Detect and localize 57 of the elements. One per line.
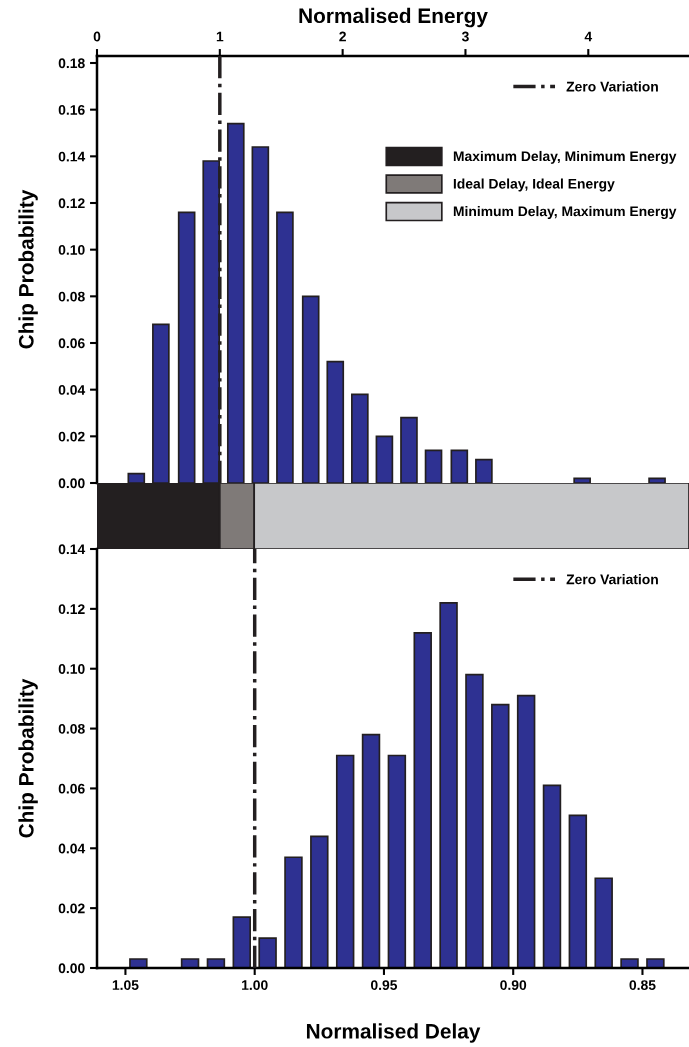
legend-label: Minimum Delay, Maximum Energy [453, 206, 677, 220]
bar [335, 754, 355, 968]
y-tick-label: 0.00 [58, 963, 85, 974]
legend-label: Ideal Delay, Ideal Energy [453, 178, 615, 192]
bar [516, 694, 536, 968]
x-tick-label: 0 [93, 31, 101, 42]
y-tick-label: 0.08 [58, 723, 85, 734]
x-tick-label: 1 [216, 31, 224, 42]
bar [439, 602, 458, 968]
y-axis-title: Chip Probability [18, 678, 38, 838]
bar [361, 733, 381, 968]
y-tick-label: 0.06 [58, 783, 85, 794]
x-tick-label: 0.90 [500, 980, 527, 991]
bar [206, 958, 226, 968]
bar [594, 877, 613, 968]
ref-line-label: Zero Variation [566, 81, 658, 92]
y-tick-label: 0.06 [58, 338, 85, 349]
bar [646, 958, 665, 968]
y-tick-label: 0.00 [58, 478, 85, 489]
y-tick-label: 0.10 [58, 245, 85, 255]
bar [413, 631, 432, 968]
y-tick-label: 0.04 [58, 843, 86, 854]
y-tick-label: 0.10 [58, 664, 85, 674]
y-tick-label: 0.02 [58, 903, 85, 914]
y-tick-label: 0.18 [58, 58, 85, 69]
x-axis-title: Normalised Delay [306, 1023, 481, 1043]
x-tick-label: 1.05 [112, 980, 139, 991]
bar [310, 835, 329, 968]
bar [232, 916, 252, 968]
x-axis-title: Normalised Energy [299, 7, 488, 28]
y-tick-label: 0.04 [58, 385, 86, 395]
bar [491, 703, 510, 968]
bar [258, 937, 277, 968]
bar [465, 673, 484, 968]
y-tick-label: 0.16 [58, 105, 85, 115]
y-tick-label: 0.12 [58, 604, 85, 615]
y-tick-label: 0.08 [58, 291, 85, 302]
bar [620, 958, 639, 968]
legend-label: Maximum Delay, Minimum Energy [453, 150, 677, 164]
x-tick-label: 3 [461, 31, 469, 42]
y-tick-label: 0.02 [58, 431, 85, 442]
bar [129, 958, 148, 968]
x-tick-label: 0.85 [629, 980, 656, 991]
ref-line-label: Zero Variation [566, 574, 658, 585]
x-tick-label: 4 [584, 31, 593, 42]
y-tick-label: 0.12 [58, 198, 85, 209]
x-tick-label: 1.00 [242, 980, 268, 991]
bar [387, 754, 407, 968]
y-tick-label: 0.14 [58, 544, 86, 555]
bar [568, 814, 588, 968]
x-tick-label: 2 [339, 31, 346, 42]
y-tick-label: 0.14 [58, 151, 86, 162]
bar [284, 856, 303, 968]
bar [542, 784, 562, 968]
y-axis-title: Chip Probability [18, 189, 38, 349]
bar [180, 958, 200, 968]
x-tick-label: 0.95 [370, 980, 398, 991]
